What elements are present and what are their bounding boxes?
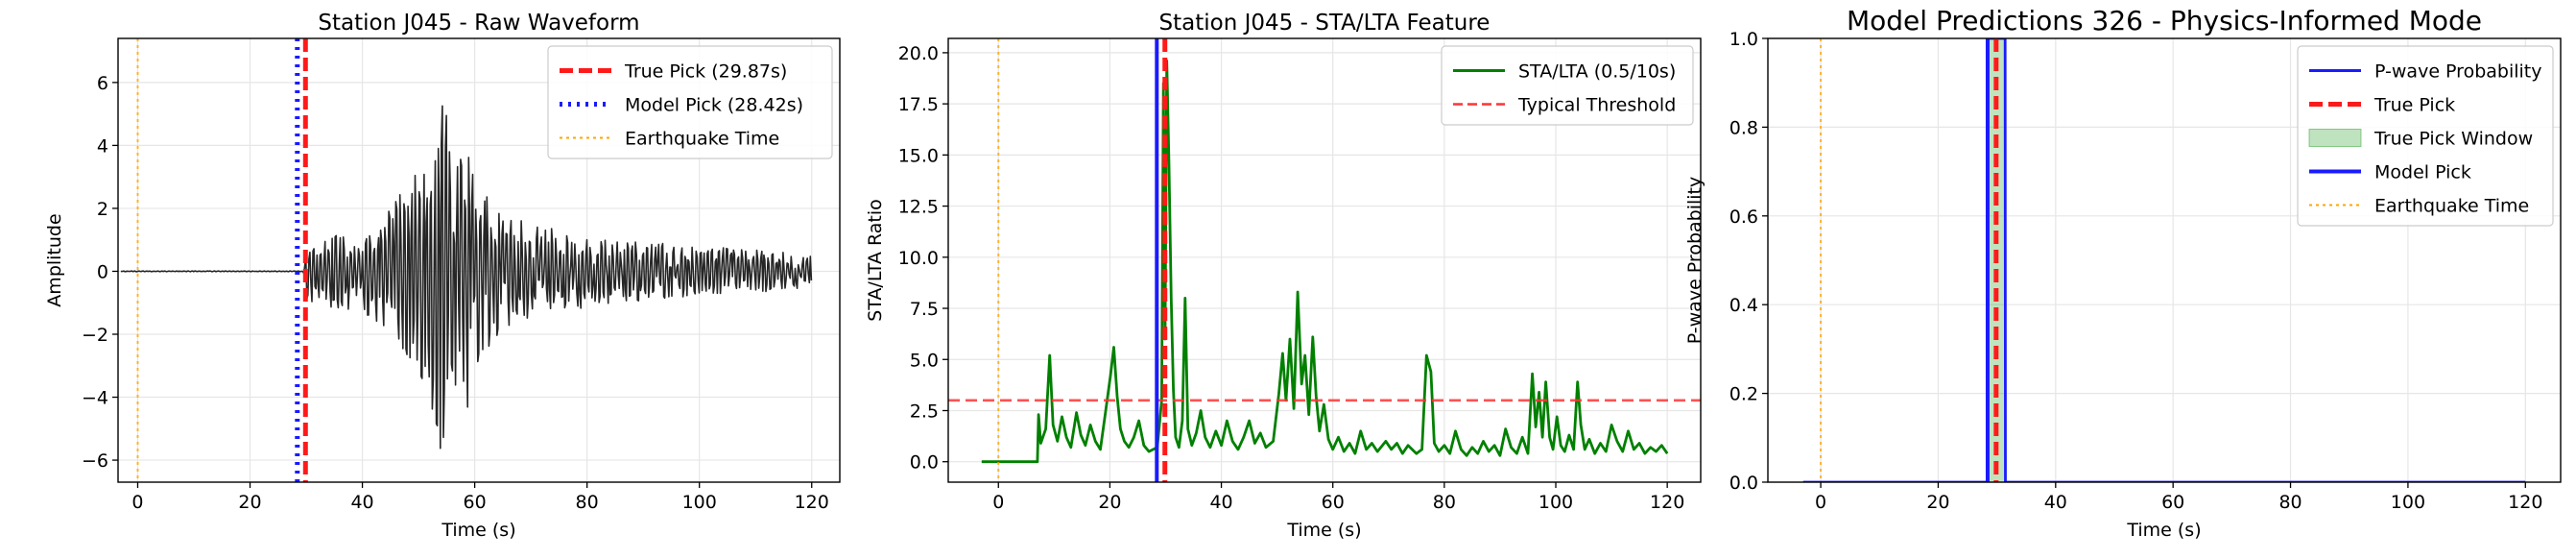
y-tick-label: 7.5 (910, 299, 939, 320)
y-tick-label: 0.2 (1729, 384, 1758, 405)
y-tick-label: −6 (82, 450, 108, 472)
x-axis-label: Time (s) (1286, 520, 1361, 541)
x-tick-label: 80 (1433, 492, 1456, 513)
x-tick-label: 20 (1098, 492, 1121, 513)
x-tick-label: 0 (992, 492, 1004, 513)
y-tick-label: 2.5 (910, 401, 939, 422)
y-tick-label: 0.0 (910, 452, 939, 474)
y-tick-label: 0.4 (1729, 295, 1758, 316)
y-tick-label: 15.0 (898, 145, 939, 166)
panel-raw-waveform: 0 20 40 60 80 100 120 −6 −4 −2 0 2 4 6 Station J045 - … (44, 11, 841, 541)
y-tick-label: 0.6 (1729, 207, 1758, 228)
y-tick-label: 0.0 (1729, 473, 1758, 494)
series-line (981, 60, 1669, 464)
x-tick-label: 100 (1538, 492, 1573, 513)
legend-label: Model Pick (28.42s) (625, 95, 803, 116)
legend: True Pick (29.87s) Model Pick (28.42s) Ear… (547, 45, 833, 159)
x-tick-label: 60 (2161, 492, 2184, 513)
y-tick-label: 0.8 (1729, 117, 1758, 138)
y-tick-label: 12.5 (898, 197, 939, 218)
waveform-line (120, 105, 813, 450)
legend: STA/LTA (0.5/10s) Typical Threshold (1441, 45, 1694, 126)
axes-frame (117, 37, 841, 483)
x-tick-label: 100 (2391, 492, 2425, 513)
y-tick-label: 4 (97, 135, 108, 157)
x-tick-label: 120 (2508, 492, 2542, 513)
x-tick-label: 80 (576, 492, 599, 513)
legend-label: True Pick Window (2373, 129, 2533, 150)
plot-area (948, 38, 1701, 482)
y-axis-label: P-wave Probability (1684, 177, 1705, 345)
x-axis-label: Time (s) (2126, 520, 2201, 541)
legend: P-wave Probability True Pick True Pick Win… (2297, 45, 2554, 227)
y-tick-label: 20.0 (898, 43, 939, 64)
x-tick-label: 20 (238, 492, 261, 513)
x-tick-label: 100 (682, 492, 717, 513)
panel-sta-lta: 0 20 40 60 80 100 120 0.0 2.5 5.0 7.5 10.0 12.5 15.0 1… (865, 11, 1702, 541)
y-tick-label: −4 (82, 388, 108, 409)
y-axis-label: Amplitude (44, 213, 65, 306)
legend-label: Earthquake Time (2374, 196, 2529, 217)
x-tick-label: 40 (1209, 492, 1232, 513)
chart-title: Station J045 - Raw Waveform (318, 11, 639, 36)
x-tick-label: 0 (1815, 492, 1826, 513)
axes-frame (1767, 37, 2562, 483)
x-tick-label: 120 (795, 492, 829, 513)
legend-label: P-wave Probability (2374, 61, 2542, 83)
chart-title: Model Predictions 326 - Physics-Informed… (1847, 5, 2482, 36)
legend-label: Typical Threshold (1517, 95, 1676, 116)
y-tick-label: 2 (97, 199, 108, 220)
legend-swatch (2308, 129, 2362, 147)
y-axis-label: STA/LTA Ratio (865, 199, 886, 322)
x-tick-label: 40 (350, 492, 373, 513)
legend-label: Model Pick (2374, 162, 2471, 183)
y-tick-label: 0 (97, 261, 108, 282)
y-tick-label: 1.0 (1729, 29, 1758, 50)
legend-frame (547, 45, 833, 159)
y-tick-label: 17.5 (898, 94, 939, 115)
y-tick-label: 5.0 (910, 350, 939, 371)
chart-title: Station J045 - STA/LTA Feature (1159, 11, 1491, 36)
x-tick-label: 40 (2044, 492, 2067, 513)
y-tick-label: −2 (82, 325, 108, 346)
x-tick-label: 20 (1926, 492, 1949, 513)
y-tick-label: 6 (97, 73, 108, 94)
x-tick-label: 60 (1322, 492, 1345, 513)
x-tick-label: 80 (2278, 492, 2302, 513)
plot-area (120, 38, 813, 482)
panel-model-predictions: 0 20 40 60 80 100 120 0.0 0.2 0.4 0.6 0.8 1.0 Model P… (1684, 5, 2562, 541)
x-tick-label: 60 (464, 492, 487, 513)
legend-label: True Pick (2373, 95, 2455, 116)
legend-label: STA/LTA (0.5/10s) (1518, 61, 1676, 83)
x-tick-label: 120 (1650, 492, 1684, 513)
x-tick-label: 0 (131, 492, 143, 513)
axes-frame (947, 37, 1702, 483)
y-tick-label: 10.0 (898, 248, 939, 269)
x-axis-label: Time (s) (441, 520, 515, 541)
legend-label: True Pick (29.87s) (624, 61, 787, 83)
legend-frame (2297, 45, 2554, 227)
legend-label: Earthquake Time (625, 129, 779, 150)
plot-area (1802, 38, 2526, 482)
